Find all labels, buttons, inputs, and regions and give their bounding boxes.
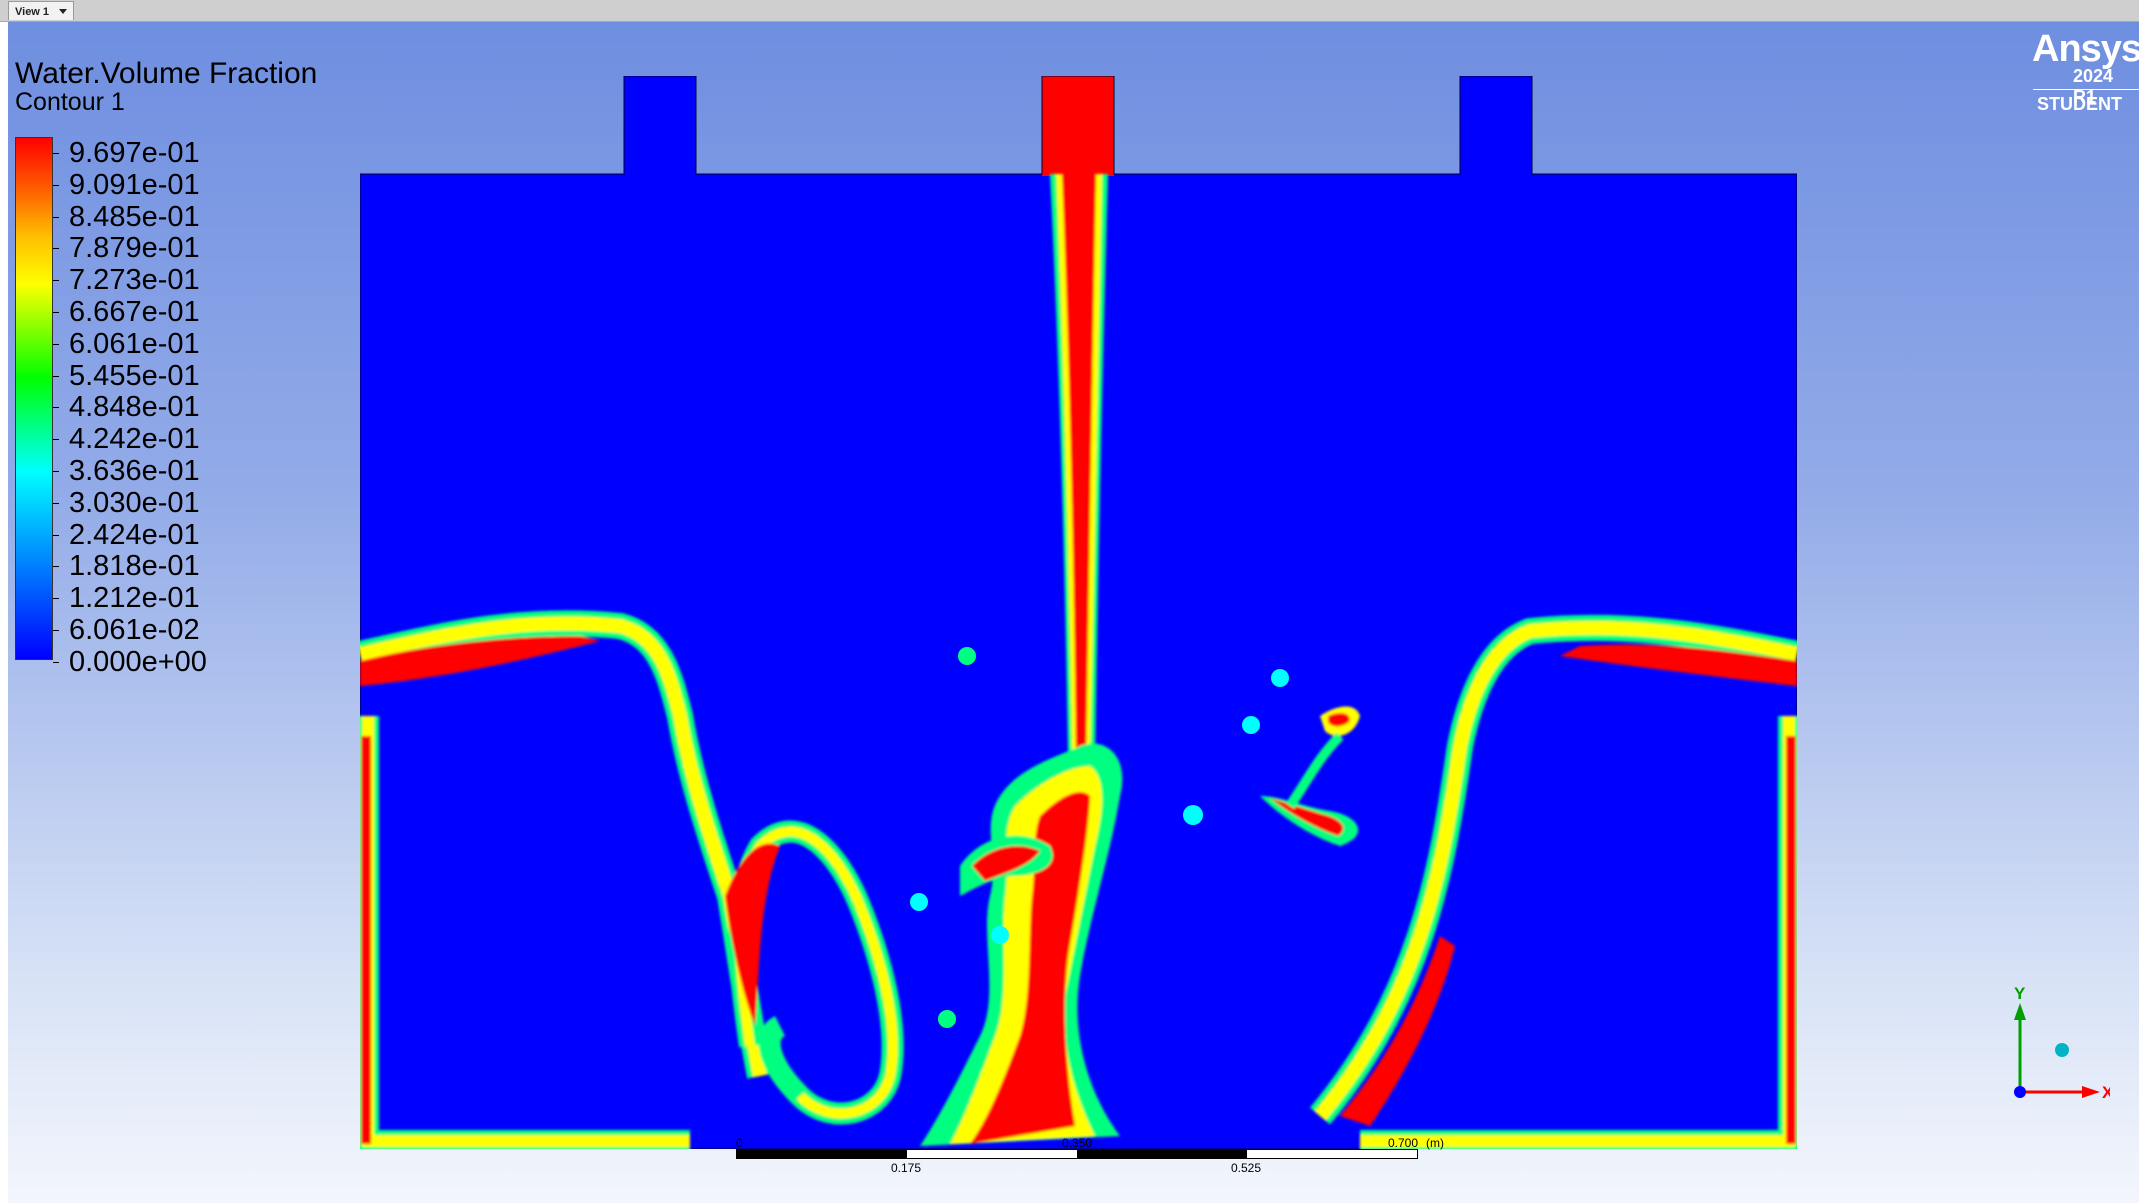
legend-level-label: 6.061e-02 <box>69 614 200 646</box>
legend-tick <box>53 312 59 313</box>
logo-edition: STUDENT <box>2037 94 2122 114</box>
legend-level-label: 1.818e-01 <box>69 550 200 583</box>
x-axis-arrow <box>2082 1086 2100 1098</box>
legend-level-label: 7.879e-01 <box>69 232 200 265</box>
legend-level-label: 4.242e-01 <box>69 423 200 456</box>
view-tab[interactable]: View 1 <box>8 1 74 20</box>
triad-origin-sphere <box>2055 1043 2069 1057</box>
legend-level-label: 5.455e-01 <box>69 359 200 392</box>
contour-plot[interactable] <box>360 76 1797 1149</box>
legend-level-label: 9.091e-01 <box>69 168 200 201</box>
view-tab-label: View 1 <box>15 6 50 18</box>
y-axis-label: Y <box>2014 985 2026 1003</box>
legend-tick <box>53 407 59 409</box>
legend-level-label: 3.636e-01 <box>69 455 200 487</box>
legend-level-label: 3.030e-01 <box>69 486 200 519</box>
legend-tick <box>53 184 59 186</box>
droplets <box>910 647 1289 1028</box>
legend-tick <box>53 216 59 218</box>
z-axis-dot <box>2014 1086 2026 1098</box>
legend-tick <box>53 661 59 663</box>
legend-level-label: 2.424e-01 <box>69 518 200 551</box>
legend-tick <box>53 566 59 568</box>
water-interfaces <box>360 174 1797 1149</box>
ansys-logo: Ansys 2024 R1 STUDENT <box>2030 28 2139 118</box>
legend-tick <box>53 280 59 282</box>
legend-tick <box>53 375 59 377</box>
viewer-toolbar: View 1 <box>0 0 2139 22</box>
legend-tick <box>53 630 59 631</box>
scale-label-0: 0 <box>736 1136 743 1150</box>
legend-level-label: 4.848e-01 <box>69 391 200 424</box>
legend-tick <box>53 248 59 250</box>
legend-tick <box>53 502 59 504</box>
legend-title: Water.Volume Fraction <box>15 57 318 90</box>
x-axis-label: X <box>2102 1083 2110 1102</box>
legend-level-label: 0.000e+00 <box>69 645 207 678</box>
legend-tick <box>53 153 59 154</box>
scale-unit: (m) <box>1426 1136 1444 1150</box>
legend-level-label: 1.212e-01 <box>69 582 200 615</box>
legend-level-label: 6.061e-01 <box>69 327 200 360</box>
scale-bar: 0 0.350 0.700 (m) 0.175 0.525 <box>736 1136 1444 1176</box>
legend-subtitle: Contour 1 <box>15 88 125 116</box>
legend-level-label: 9.697e-01 <box>69 137 200 169</box>
legend-colorbar <box>15 137 53 660</box>
legend-level-label: 8.485e-01 <box>69 200 200 233</box>
y-axis-arrow <box>2014 1003 2026 1020</box>
legend-level-label: 7.273e-01 <box>69 264 200 297</box>
axis-triad[interactable]: Y X <box>1990 985 2110 1115</box>
chevron-down-icon[interactable] <box>59 9 67 14</box>
legend-tick <box>53 439 59 441</box>
logo-version: 2024 R1 <box>2073 66 2114 107</box>
legend-level-label: 6.667e-01 <box>69 296 200 328</box>
legend-tick <box>53 471 59 472</box>
scale-label-1: 0.350 <box>1062 1136 1093 1150</box>
legend-tick <box>53 598 59 600</box>
scale-label-4: 0.525 <box>1231 1161 1262 1175</box>
legend-tick <box>53 343 59 345</box>
logo-divider <box>2033 89 2139 90</box>
scale-label-2: 0.700 <box>1388 1136 1419 1150</box>
logo-name: Ansys <box>2032 28 2139 70</box>
scale-bar-frame <box>736 1149 1418 1159</box>
legend-tick <box>53 534 59 536</box>
scale-label-3: 0.175 <box>891 1161 922 1175</box>
